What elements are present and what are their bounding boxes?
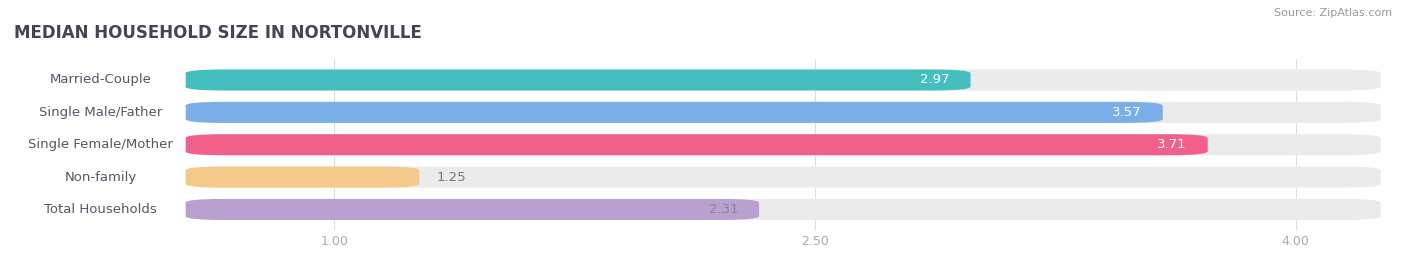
FancyBboxPatch shape (15, 104, 186, 121)
Text: 3.71: 3.71 (1157, 138, 1187, 151)
FancyBboxPatch shape (15, 136, 186, 154)
Text: Total Households: Total Households (44, 203, 157, 216)
Text: 3.57: 3.57 (1112, 106, 1142, 119)
Text: Single Male/Father: Single Male/Father (39, 106, 162, 119)
Text: Source: ZipAtlas.com: Source: ZipAtlas.com (1274, 8, 1392, 18)
FancyBboxPatch shape (186, 134, 1381, 155)
Text: Married-Couple: Married-Couple (49, 73, 152, 87)
FancyBboxPatch shape (186, 69, 970, 91)
Text: 1.25: 1.25 (437, 171, 467, 184)
FancyBboxPatch shape (186, 102, 1381, 123)
FancyBboxPatch shape (186, 167, 1381, 188)
FancyBboxPatch shape (186, 69, 1381, 91)
FancyBboxPatch shape (186, 199, 1381, 220)
FancyBboxPatch shape (186, 167, 419, 188)
FancyBboxPatch shape (186, 102, 1163, 123)
FancyBboxPatch shape (186, 199, 759, 220)
FancyBboxPatch shape (186, 134, 1208, 155)
Text: 2.97: 2.97 (921, 73, 949, 87)
FancyBboxPatch shape (15, 201, 186, 218)
FancyBboxPatch shape (15, 168, 186, 186)
Text: Non-family: Non-family (65, 171, 136, 184)
Text: MEDIAN HOUSEHOLD SIZE IN NORTONVILLE: MEDIAN HOUSEHOLD SIZE IN NORTONVILLE (14, 24, 422, 42)
Text: Single Female/Mother: Single Female/Mother (28, 138, 173, 151)
FancyBboxPatch shape (15, 71, 186, 89)
Text: 2.31: 2.31 (709, 203, 738, 216)
